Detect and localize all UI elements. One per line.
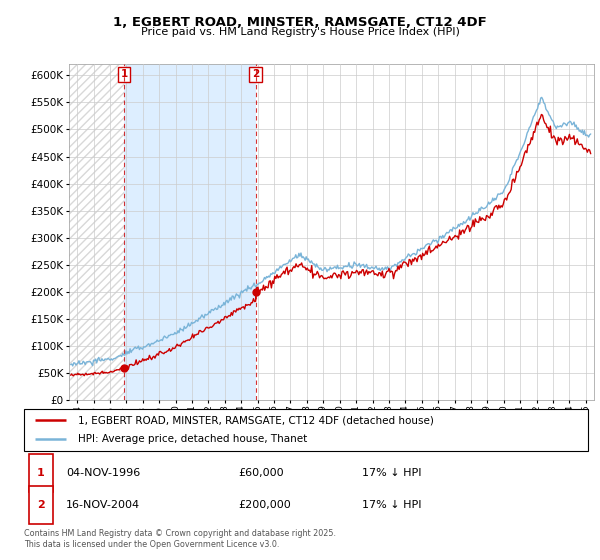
- Text: 1: 1: [121, 69, 128, 80]
- Text: 1: 1: [37, 468, 45, 478]
- Text: 1, EGBERT ROAD, MINSTER, RAMSGATE, CT12 4DF: 1, EGBERT ROAD, MINSTER, RAMSGATE, CT12 …: [113, 16, 487, 29]
- Text: £200,000: £200,000: [238, 500, 291, 510]
- Text: HPI: Average price, detached house, Thanet: HPI: Average price, detached house, Than…: [77, 435, 307, 445]
- Text: 17% ↓ HPI: 17% ↓ HPI: [362, 468, 422, 478]
- FancyBboxPatch shape: [29, 454, 53, 492]
- Text: 2: 2: [252, 69, 259, 80]
- Text: 2: 2: [37, 500, 45, 510]
- Bar: [69, 64, 124, 400]
- FancyBboxPatch shape: [24, 409, 588, 451]
- Text: 16-NOV-2004: 16-NOV-2004: [66, 500, 140, 510]
- Text: 1, EGBERT ROAD, MINSTER, RAMSGATE, CT12 4DF (detached house): 1, EGBERT ROAD, MINSTER, RAMSGATE, CT12 …: [77, 415, 433, 425]
- Text: 04-NOV-1996: 04-NOV-1996: [66, 468, 140, 478]
- Text: Price paid vs. HM Land Registry's House Price Index (HPI): Price paid vs. HM Land Registry's House …: [140, 27, 460, 37]
- FancyBboxPatch shape: [29, 486, 53, 524]
- Text: £60,000: £60,000: [238, 468, 284, 478]
- Bar: [256, 64, 594, 400]
- Text: 17% ↓ HPI: 17% ↓ HPI: [362, 500, 422, 510]
- Bar: [124, 64, 256, 400]
- Text: Contains HM Land Registry data © Crown copyright and database right 2025.
This d: Contains HM Land Registry data © Crown c…: [24, 529, 336, 549]
